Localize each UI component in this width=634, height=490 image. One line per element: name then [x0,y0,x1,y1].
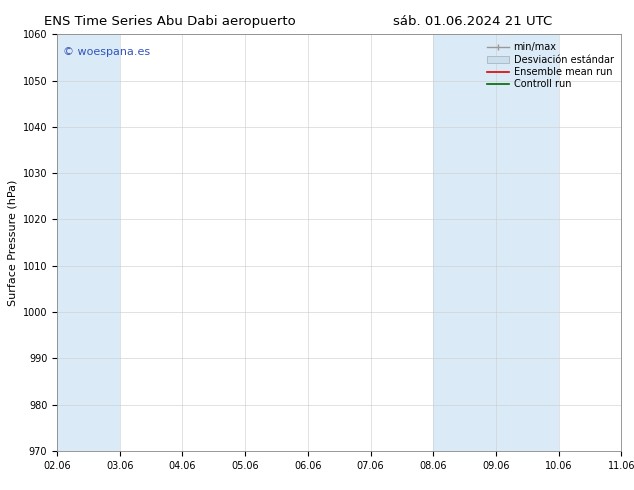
Legend: min/max, Desviación estándar, Ensemble mean run, Controll run: min/max, Desviación estándar, Ensemble m… [484,39,616,92]
Text: © woespana.es: © woespana.es [63,47,150,57]
Y-axis label: Surface Pressure (hPa): Surface Pressure (hPa) [7,179,17,306]
Bar [433,34,559,451]
Text: ENS Time Series Abu Dabi aeropuerto: ENS Time Series Abu Dabi aeropuerto [44,15,296,28]
Bar [621,34,634,451]
Text: sáb. 01.06.2024 21 UTC: sáb. 01.06.2024 21 UTC [393,15,552,28]
Bar [57,34,120,451]
